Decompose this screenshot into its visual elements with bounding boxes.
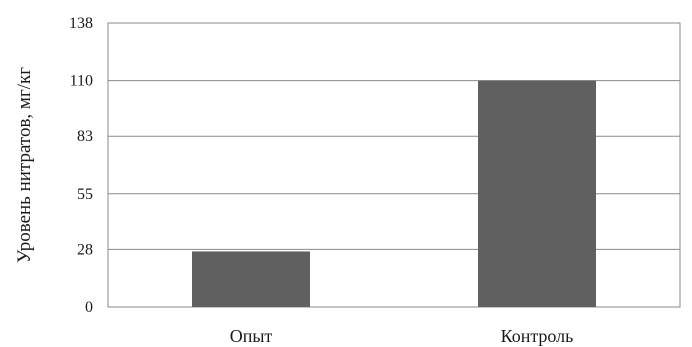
y-axis-title: Уровень нитратов, мг/кг: [14, 67, 35, 263]
bars: [192, 80, 596, 307]
y-tick-label: 28: [77, 241, 93, 258]
gridlines: [107, 22, 681, 308]
y-tick-label: 0: [85, 299, 93, 316]
x-category-labels: Опыт Контроль: [230, 326, 574, 346]
y-tick-label: 110: [70, 73, 93, 90]
y-tick-label: 138: [69, 15, 93, 32]
y-tick-label: 83: [77, 128, 93, 145]
x-category-label: Опыт: [230, 326, 273, 346]
plot-frame: [107, 22, 681, 308]
bar-2: [478, 80, 596, 307]
bar-1: [192, 251, 310, 307]
y-tick-label: 55: [77, 186, 93, 203]
y-tick-labels: 0 28 55 83 110 138: [69, 15, 93, 316]
x-category-label: Контроль: [501, 326, 574, 346]
